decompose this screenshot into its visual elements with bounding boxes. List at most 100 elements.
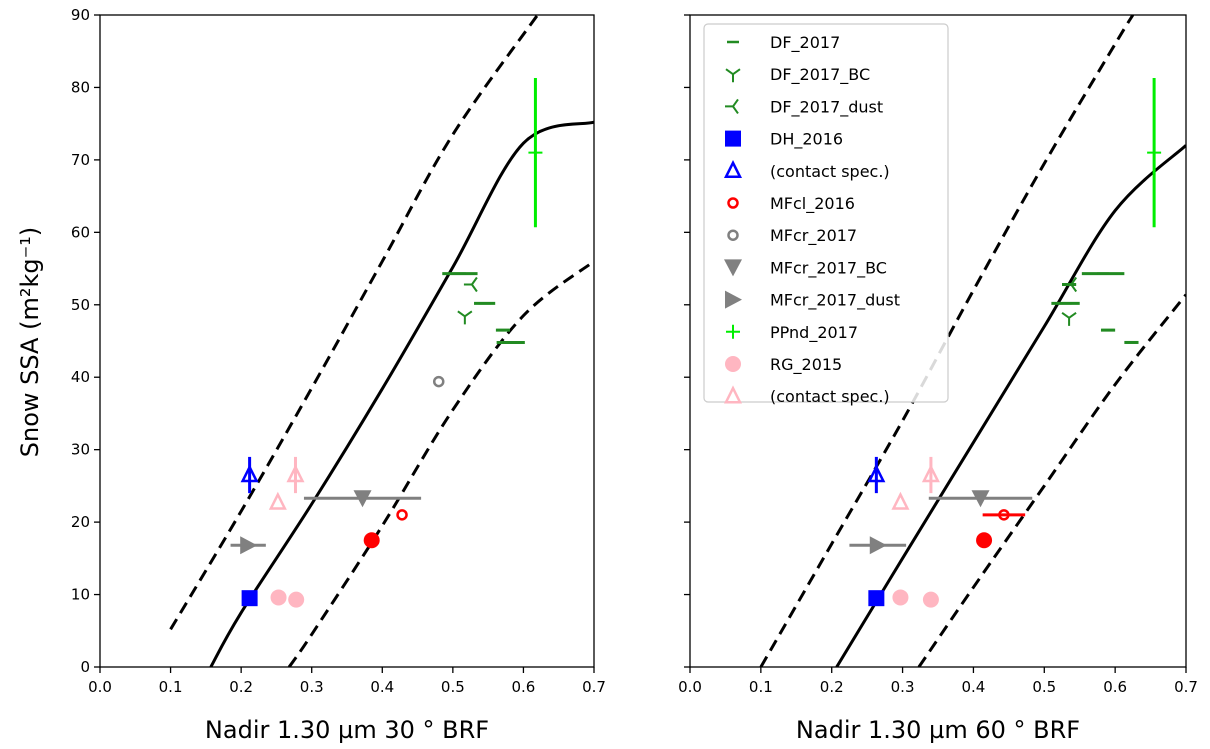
axes-frame — [99, 14, 595, 668]
legend-entry: (contact spec.) — [723, 385, 890, 406]
x-tick-label: 0.3 — [891, 678, 915, 696]
data-point-rg-2015 — [270, 589, 287, 606]
legend-label: MFcr_2017_dust — [770, 291, 900, 311]
model-curve-upper — [759, 15, 1135, 667]
y-tick-label: 0 — [80, 658, 90, 676]
legend-entry: RG_2015 — [725, 355, 842, 375]
x-tick-label: 0.2 — [820, 678, 844, 696]
x-tick-label: 0.6 — [1103, 678, 1127, 696]
data-point-df-2017-bc — [1061, 312, 1077, 326]
y-tick-label: 30 — [71, 441, 90, 459]
data-point-rg-2015-contact-spec — [921, 464, 940, 483]
legend-entry: PPnd_2017 — [726, 323, 858, 343]
y-tick-label: 50 — [71, 296, 90, 314]
legend-label: (contact spec.) — [770, 387, 890, 406]
data-point-mfcl-2016 — [998, 509, 1010, 521]
data-point-dh-2016-contact-spec — [240, 464, 259, 483]
data-point-df-2017-bc — [457, 310, 473, 325]
y-tick-label: 10 — [71, 586, 90, 604]
left-panel: 0.0 0.1 0.2 0.3 0.4 0.5 0.6 0.7 0 10 20 30 40 50 60 70 8… — [71, 6, 606, 744]
axes-frame — [689, 14, 1187, 668]
legend-marker — [727, 229, 739, 241]
legend-label: DH_2016 — [770, 130, 843, 150]
legend-entry: MFcr_2017_dust — [725, 290, 900, 311]
legend-label: MFcr_2017 — [770, 226, 857, 246]
data-point-dh-2016 — [241, 590, 258, 607]
legend: DF_2017 DF_2017_BC DF_2017_dust DH_2016 (con… — [703, 23, 949, 406]
legend-label: DF_2017_dust — [770, 97, 883, 117]
legend-entry: MFcr_2017_BC — [724, 258, 887, 278]
data-point-ppnd-2017 — [528, 145, 543, 160]
legend-marker — [725, 68, 741, 83]
x-tick-label: 0.3 — [300, 678, 324, 696]
legend-entry: MFcl_2016 — [727, 194, 855, 214]
y-tick-label: 20 — [71, 513, 90, 531]
y-tick-label: 80 — [71, 78, 90, 96]
data-point-mfcr-2017-bc — [353, 490, 372, 508]
legend-label: MFcl_2016 — [770, 194, 855, 214]
legend-marker — [726, 324, 740, 339]
legend-marker — [723, 160, 743, 179]
x-tick-label: 0.6 — [511, 678, 535, 696]
data-point-rg-2015 — [922, 591, 939, 608]
legend-box — [703, 23, 949, 403]
legend-label: DF_2017_BC — [770, 65, 870, 85]
data-point-df-2017-dust — [463, 276, 478, 293]
legend-entry: (contact spec.) — [723, 160, 890, 181]
x-tick-label: 0.7 — [582, 678, 606, 696]
data-point-rg-2015 — [892, 589, 909, 606]
legend-marker — [727, 197, 739, 209]
x-axis-title: Nadir 1.30 µm 60 ° BRF — [796, 716, 1080, 744]
data-point-mfcl-2016 — [363, 532, 380, 549]
data-point-rg-2015 — [288, 591, 305, 608]
legend-label: MFcr_2017_BC — [770, 258, 887, 278]
data-point-rg-2015-contact-spec — [268, 491, 287, 510]
right-panel: 0.0 0.1 0.2 0.3 0.4 0.5 0.6 0.7 Nadir 1.30 µm 60… — [678, 14, 1198, 744]
y-tick-label: 60 — [71, 223, 90, 241]
legend-marker — [725, 130, 741, 147]
legend-label: (contact spec.) — [770, 162, 890, 181]
x-tick-label: 0.1 — [159, 678, 183, 696]
legend-entry: DH_2016 — [725, 130, 843, 150]
legend-entry: DF_2017 — [727, 33, 840, 53]
model-curve-lower — [287, 260, 594, 667]
y-tick-label: 70 — [71, 151, 90, 169]
data-point-rg-2015-contact-spec — [891, 491, 910, 510]
data-point-mfcr-2017 — [432, 375, 445, 388]
legend-label: PPnd_2017 — [770, 323, 858, 343]
x-tick-label: 0.1 — [749, 678, 773, 696]
legend-marker — [725, 98, 739, 114]
model-curve-lower — [917, 293, 1186, 667]
data-point-dh-2016-contact-spec — [867, 464, 886, 483]
data-point-ppnd-2017 — [1147, 145, 1162, 160]
x-tick-label: 0.0 — [88, 678, 112, 696]
y-tick-label: 40 — [71, 368, 90, 386]
x-tick-label: 0.5 — [441, 678, 465, 696]
legend-label: DF_2017 — [770, 33, 840, 53]
model-curve-central — [835, 144, 1186, 667]
x-axis-title: Nadir 1.30 µm 30 ° BRF — [205, 716, 489, 744]
x-tick-label: 0.5 — [1032, 678, 1056, 696]
legend-label: RG_2015 — [770, 355, 842, 375]
legend-entry: MFcr_2017 — [727, 226, 857, 246]
x-tick-label: 0.4 — [370, 678, 394, 696]
legend-marker — [725, 356, 741, 372]
data-point-df-2017-dust — [1063, 276, 1078, 293]
x-tick-label: 0.0 — [678, 678, 702, 696]
x-tick-label: 0.2 — [229, 678, 253, 696]
legend-marker — [725, 290, 742, 309]
y-tick-label: 90 — [71, 6, 90, 24]
data-point-mfcl-2016 — [396, 509, 408, 521]
x-tick-label: 0.4 — [961, 678, 985, 696]
data-point-mfcl-2016 — [976, 532, 993, 549]
data-point-mfcr-2017-bc — [971, 490, 990, 508]
data-point-mfcr-2017-dust — [869, 536, 887, 555]
legend-marker — [724, 259, 742, 277]
model-curve-upper — [169, 15, 539, 631]
y-axis-title: Snow SSA (m²kg⁻¹) — [16, 227, 44, 458]
data-point-dh-2016 — [868, 590, 885, 607]
x-tick-label: 0.7 — [1174, 678, 1198, 696]
legend-marker — [723, 385, 743, 404]
data-point-rg-2015-contact-spec — [286, 464, 305, 483]
